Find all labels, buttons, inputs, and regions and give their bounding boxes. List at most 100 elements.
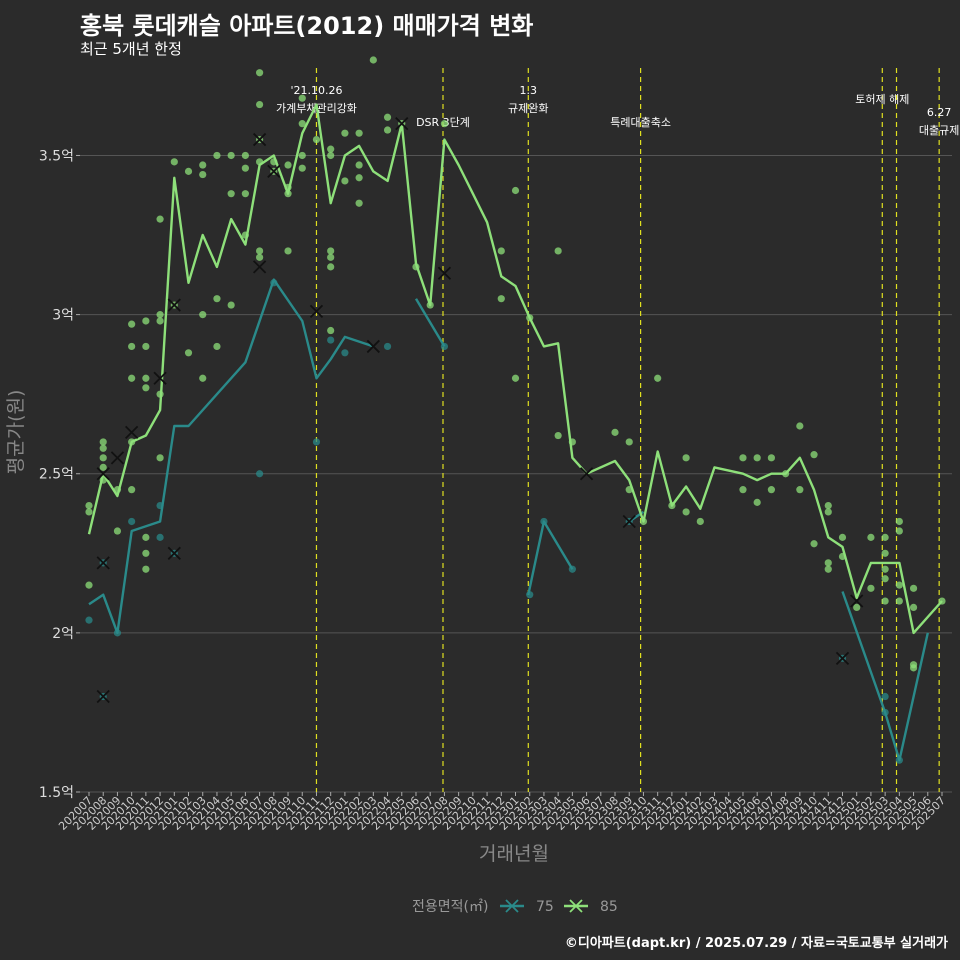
data-point-85 <box>327 326 335 335</box>
data-point-85 <box>170 158 178 166</box>
y-tick-label: 2억 <box>52 626 74 642</box>
mean-marker-85 <box>96 467 110 481</box>
series-line-75 <box>88 278 374 635</box>
data-point-85 <box>142 342 150 351</box>
data-point-85 <box>85 508 93 516</box>
legend-entry-75: 75 <box>536 899 554 915</box>
chart-title: 홍북 롯데캐슬 아파트(2012) 매매가격 변화 <box>80 12 534 40</box>
mean-marker-85 <box>850 594 864 608</box>
data-point-85 <box>99 438 107 446</box>
data-point-85 <box>895 517 903 526</box>
data-point-85 <box>810 540 818 548</box>
mean-marker-75 <box>622 514 636 529</box>
data-point-85 <box>867 533 875 541</box>
data-point-75 <box>256 470 264 478</box>
data-point-85 <box>909 584 918 592</box>
data-point-85 <box>199 161 207 169</box>
data-point-85 <box>227 151 235 160</box>
data-point-85 <box>696 517 704 526</box>
data-point-85 <box>128 486 136 494</box>
mean-marker-85 <box>167 298 181 312</box>
mean-marker-85 <box>125 425 139 440</box>
data-point-85 <box>654 374 662 382</box>
event-label: 6.27 <box>927 106 952 119</box>
data-series <box>85 56 946 764</box>
series-line-75 <box>841 591 929 762</box>
mean-marker-85 <box>252 260 267 274</box>
data-point-85 <box>767 454 776 462</box>
legend-swatch-marker-85 <box>569 899 583 913</box>
event-label: 규제완화 <box>508 102 548 115</box>
data-point-85 <box>142 317 150 325</box>
legend-entry-85: 85 <box>600 899 618 915</box>
mean-marker-75 <box>309 304 324 319</box>
data-point-85 <box>895 581 903 589</box>
mean-marker-75 <box>835 651 850 665</box>
data-point-85 <box>511 186 520 195</box>
data-point-85 <box>199 311 207 319</box>
series-line-75 <box>414 298 446 348</box>
legend-title: 전용면적(㎡) <box>412 899 488 915</box>
event-label: 특례대출축소 <box>610 116 671 129</box>
data-point-85 <box>327 253 335 261</box>
mean-marker-85 <box>395 117 409 131</box>
data-point-85 <box>497 295 505 303</box>
data-point-85 <box>355 161 363 169</box>
y-tick-label: 3.5억 <box>39 148 74 164</box>
data-point-85 <box>284 247 292 255</box>
data-point-85 <box>213 151 221 160</box>
data-point-85 <box>767 486 776 494</box>
data-point-85 <box>99 454 107 462</box>
data-point-75 <box>156 533 164 541</box>
data-point-85 <box>682 508 690 516</box>
data-point-85 <box>113 527 122 535</box>
data-point-85 <box>739 454 747 462</box>
data-point-85 <box>312 135 321 144</box>
data-point-75 <box>128 517 136 526</box>
data-point-85 <box>838 533 847 541</box>
data-point-75 <box>327 336 335 344</box>
data-point-85 <box>213 295 221 303</box>
mean-marker-75 <box>96 556 110 570</box>
data-point-75 <box>383 342 392 351</box>
data-point-85 <box>796 422 804 430</box>
data-point-85 <box>184 167 193 175</box>
data-point-85 <box>256 253 264 261</box>
legend: 전용면적(㎡) 75 85 <box>412 899 618 915</box>
data-point-85 <box>213 342 221 351</box>
data-point-85 <box>256 247 264 255</box>
data-point-85 <box>256 100 264 109</box>
event-label: 대출규제 <box>919 124 959 137</box>
data-point-85 <box>341 129 349 137</box>
data-point-85 <box>156 215 164 223</box>
mean-marker-75 <box>167 546 181 560</box>
data-point-85 <box>881 597 889 605</box>
data-point-85 <box>227 190 235 198</box>
y-tick-label: 1.5억 <box>39 785 74 801</box>
data-point-85 <box>497 247 505 255</box>
data-point-85 <box>355 174 363 182</box>
data-point-85 <box>881 533 889 541</box>
data-point-85 <box>383 126 392 134</box>
data-point-85 <box>341 177 349 185</box>
data-point-85 <box>611 428 619 436</box>
data-point-85 <box>625 438 633 446</box>
mean-marker-85 <box>579 467 594 481</box>
data-point-85 <box>895 597 903 605</box>
data-point-85 <box>241 190 249 198</box>
data-point-85 <box>853 603 861 612</box>
mean-marker-85 <box>437 266 452 280</box>
data-point-85 <box>142 533 150 541</box>
data-point-85 <box>241 164 249 172</box>
y-tick-label: 3억 <box>52 308 74 324</box>
data-point-75 <box>341 349 349 357</box>
data-point-85 <box>753 454 761 462</box>
chart-subtitle: 최근 5개년 한정 <box>80 40 182 58</box>
data-point-85 <box>142 384 150 392</box>
data-point-85 <box>142 565 150 573</box>
mean-marker-85 <box>267 164 281 179</box>
data-point-85 <box>241 151 249 160</box>
data-point-85 <box>355 129 363 137</box>
data-point-85 <box>128 342 136 351</box>
